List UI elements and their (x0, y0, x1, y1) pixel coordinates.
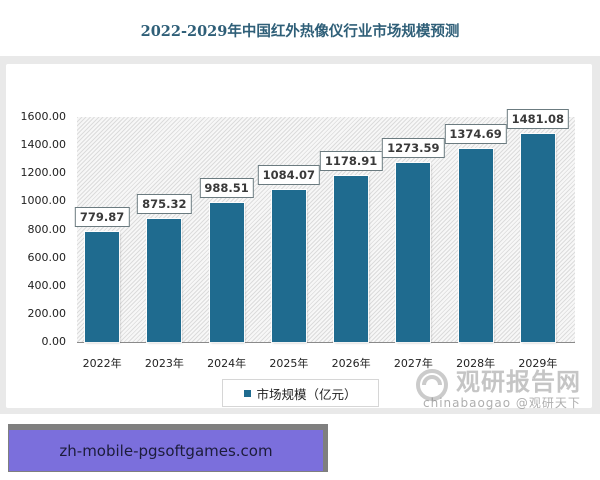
data-label: 1084.07 (257, 164, 321, 185)
legend: 市场规模（亿元） (222, 379, 379, 407)
y-tick-label: 0.00 (41, 335, 67, 348)
chart-title: 2022-2029年中国红外热像仪行业市场规模预测 (140, 23, 460, 40)
bar (458, 148, 493, 342)
y-tick-label: 1000.00 (20, 194, 67, 208)
legend-swatch-icon (244, 389, 252, 397)
x-tick-label: 2022年 (82, 357, 122, 370)
data-label: 1481.08 (506, 108, 570, 129)
bar (271, 189, 306, 342)
legend-label: 市场规模（亿元） (256, 386, 357, 402)
data-label: 1273.59 (382, 137, 445, 158)
x-axis-line (77, 342, 575, 343)
data-label: 1178.91 (319, 151, 383, 172)
x-tick-label: 2024年 (207, 357, 247, 370)
x-tick-label: 2027年 (393, 357, 433, 370)
x-tick-label: 2026年 (331, 357, 371, 370)
bar (334, 176, 369, 342)
bar (396, 162, 431, 342)
y-tick-label: 800.00 (27, 222, 67, 236)
bar (520, 133, 555, 342)
x-tick-label: 2029年 (518, 357, 558, 370)
y-tick-label: 1400.00 (20, 138, 67, 152)
x-tick-label: 2023年 (144, 357, 184, 370)
x-tick-label: 2028年 (456, 357, 496, 370)
data-label: 779.87 (74, 207, 130, 228)
watermark-brand: 观研报告网 (456, 368, 581, 396)
bar (85, 232, 120, 342)
y-tick-label: 1200.00 (20, 166, 67, 180)
data-label: 988.51 (199, 177, 254, 198)
y-tick-label: 200.00 (27, 306, 67, 320)
bar (209, 202, 244, 342)
y-tick-label: 400.00 (27, 278, 67, 292)
site-banner-link[interactable]: zh-mobile-pgsoftgames.com (9, 430, 323, 471)
watermark-subtext: chinabaogao @观研天下 (423, 396, 581, 410)
data-label: 1374.69 (444, 123, 507, 144)
x-tick-label: 2025年 (269, 357, 309, 370)
data-label: 875.32 (137, 193, 192, 214)
y-tick-label: 600.00 (27, 250, 67, 264)
watermark-logo-icon (416, 369, 448, 401)
banner-container: zh-mobile-pgsoftgames.com (8, 424, 328, 472)
bar (147, 218, 182, 342)
y-tick-label: 1600.00 (20, 110, 67, 123)
